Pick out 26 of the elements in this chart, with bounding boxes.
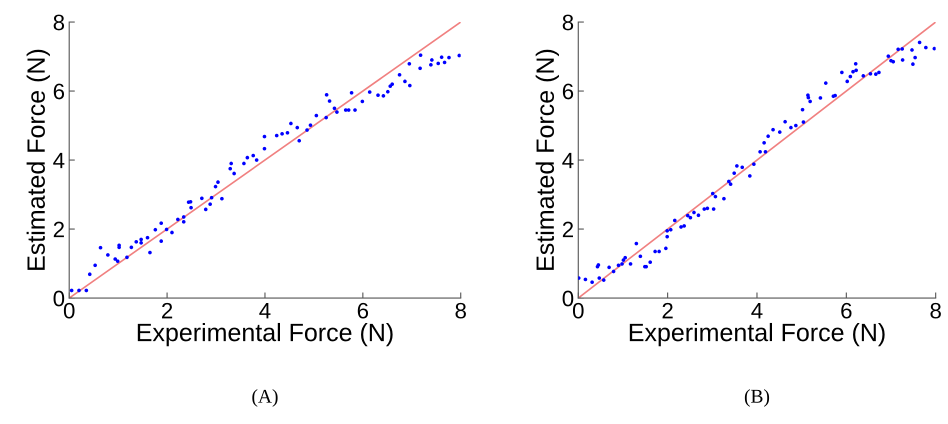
y-axis-title: Estimated Force (N) xyxy=(536,50,559,270)
y-tick-label: 6 xyxy=(54,84,64,100)
x-tick-label: 2 xyxy=(662,302,673,318)
x-tick-label: 0 xyxy=(572,302,584,319)
text: (A) xyxy=(252,389,278,407)
x-axis-title: Experimental Force (N) xyxy=(630,322,885,346)
x-tick-label: 4 xyxy=(751,303,763,318)
y-tick-label: 0 xyxy=(562,290,574,306)
x-tick-label: 4 xyxy=(259,303,270,318)
y-tick-label: 6 xyxy=(562,84,574,100)
y-tick-label: 4 xyxy=(53,152,64,168)
y-tick-label: 8 xyxy=(54,14,64,30)
x-tick-label: 8 xyxy=(930,302,941,319)
x-tick-label: 0 xyxy=(64,302,75,319)
y-tick-label: 2 xyxy=(54,222,64,238)
y-tick-label: 0 xyxy=(54,290,64,306)
y-tick-label: 8 xyxy=(562,14,574,30)
x-tick-label: 6 xyxy=(841,302,852,319)
x-tick-label: 8 xyxy=(456,302,466,319)
y-axis-title: Estimated Force (N) xyxy=(26,50,50,270)
x-tick-label: 6 xyxy=(358,302,368,319)
text: (B) xyxy=(744,389,770,407)
y-tick-label: 2 xyxy=(562,222,573,238)
y-tick-label: 4 xyxy=(562,152,574,168)
x-axis-title: Experimental Force (N) xyxy=(138,322,393,346)
x-tick-label: 2 xyxy=(162,302,172,318)
